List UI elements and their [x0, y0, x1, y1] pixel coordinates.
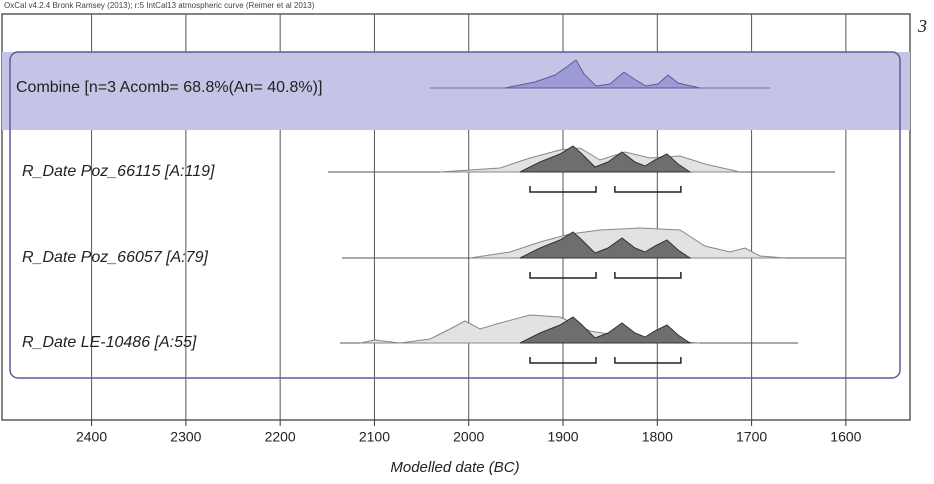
x-axis-label: Modelled date (BC) — [390, 459, 519, 476]
x-tick-label: 1900 — [547, 429, 578, 445]
row-label: R_Date Poz_66115 [A:119] — [22, 163, 215, 180]
combine-band — [2, 52, 910, 130]
combine-distribution — [430, 59, 770, 89]
x-tick-label: 1700 — [736, 429, 767, 445]
row1-distribution — [328, 145, 835, 173]
row2-distribution — [342, 227, 845, 259]
row3-distribution — [340, 314, 798, 344]
x-tick-label: 2300 — [170, 429, 201, 445]
figure-number: 3 — [917, 16, 927, 36]
range-bracket — [529, 357, 597, 364]
row-label: R_Date Poz_66057 [A:79] — [22, 249, 208, 266]
range-bracket — [529, 186, 597, 193]
x-tick-label: 1600 — [830, 429, 861, 445]
range-bracket — [614, 357, 682, 364]
x-tick-label: 2100 — [359, 429, 390, 445]
row-label: R_Date LE-10486 [A:55] — [22, 334, 197, 351]
range-bracket — [614, 272, 682, 279]
x-tick-label: 2400 — [76, 429, 107, 445]
x-tick-label: 1800 — [642, 429, 673, 445]
x-tick-label: 2000 — [453, 429, 484, 445]
plot-frame — [1, 13, 911, 421]
header-text: OxCal v4.2.4 Bronk Ramsey (2013); r:5 In… — [4, 1, 315, 10]
distributions — [328, 59, 845, 344]
range-bracket — [614, 186, 682, 193]
group-box — [9, 51, 901, 379]
x-tick-label: 2200 — [265, 429, 296, 445]
range-bracket — [529, 272, 597, 279]
marks — [529, 186, 682, 364]
combine-label: Combine [n=3 Acomb= 68.8%(An= 40.8%)] — [16, 79, 322, 96]
